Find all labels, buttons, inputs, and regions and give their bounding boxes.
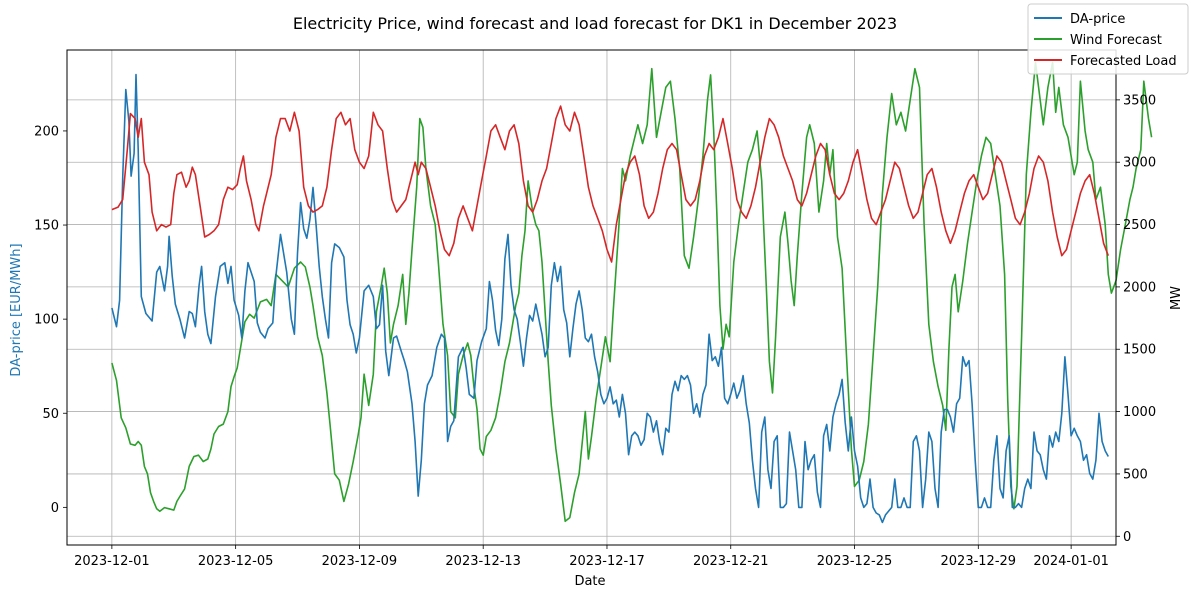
y-left-tick-label: 50 bbox=[42, 407, 59, 422]
y-right-tick-label: 2000 bbox=[1123, 280, 1156, 295]
y-right-tick-label: 3500 bbox=[1123, 93, 1156, 108]
x-axis-title: Date bbox=[574, 574, 605, 589]
y-right-tick-label: 1500 bbox=[1123, 343, 1156, 358]
x-tick-label: 2023-12-01 bbox=[74, 554, 150, 569]
y-axis-left-title: DA-price [EUR/MWh] bbox=[9, 243, 24, 376]
x-tick-label: 2023-12-29 bbox=[941, 554, 1017, 569]
x-tick-label: 2023-12-13 bbox=[445, 554, 521, 569]
x-tick-label: 2023-12-09 bbox=[322, 554, 398, 569]
chart-legend: DA-price Wind Forecast Forecasted Load bbox=[1027, 3, 1189, 75]
y-left-tick-label: 150 bbox=[34, 219, 59, 234]
grid-lines bbox=[67, 50, 1116, 545]
series-line-da-price bbox=[111, 73, 1109, 524]
y-right-tick-label: 0 bbox=[1123, 530, 1131, 545]
series-line-forecasted-load bbox=[111, 105, 1110, 263]
y-axis-right-title: MW bbox=[1169, 286, 1184, 310]
chart-title: Electricity Price, wind forecast and loa… bbox=[293, 14, 897, 33]
y-right-tick-label: 2500 bbox=[1123, 218, 1156, 233]
legend-box bbox=[1027, 3, 1189, 75]
y-left-tick-label: 0 bbox=[51, 501, 59, 516]
series-line-wind-forecast bbox=[111, 61, 1153, 523]
legend-label-wind-forecast: Wind Forecast bbox=[1070, 33, 1162, 48]
axis-layer: 2023-12-01 2023-12-05 2023-12-09 2023-12-13… bbox=[34, 93, 1156, 569]
legend-label-da-price: DA-price bbox=[1070, 12, 1125, 27]
x-tick-label: 2023-12-21 bbox=[693, 554, 769, 569]
x-tick-label: 2023-12-17 bbox=[569, 554, 645, 569]
y-left-tick-label: 200 bbox=[34, 124, 59, 139]
series-layer bbox=[111, 61, 1153, 524]
legend-label-forecasted-load: Forecasted Load bbox=[1070, 54, 1177, 69]
y-right-tick-label: 1000 bbox=[1123, 405, 1156, 420]
y-left-tick-label: 100 bbox=[34, 313, 59, 328]
plot-frame bbox=[66, 49, 1117, 546]
x-tick-label: 2023-12-25 bbox=[817, 554, 893, 569]
x-tick-label: 2023-12-05 bbox=[198, 554, 274, 569]
y-right-tick-label: 500 bbox=[1123, 467, 1148, 482]
y-right-tick-label: 3000 bbox=[1123, 156, 1156, 171]
x-tick-label: 2024-01-01 bbox=[1033, 554, 1109, 569]
